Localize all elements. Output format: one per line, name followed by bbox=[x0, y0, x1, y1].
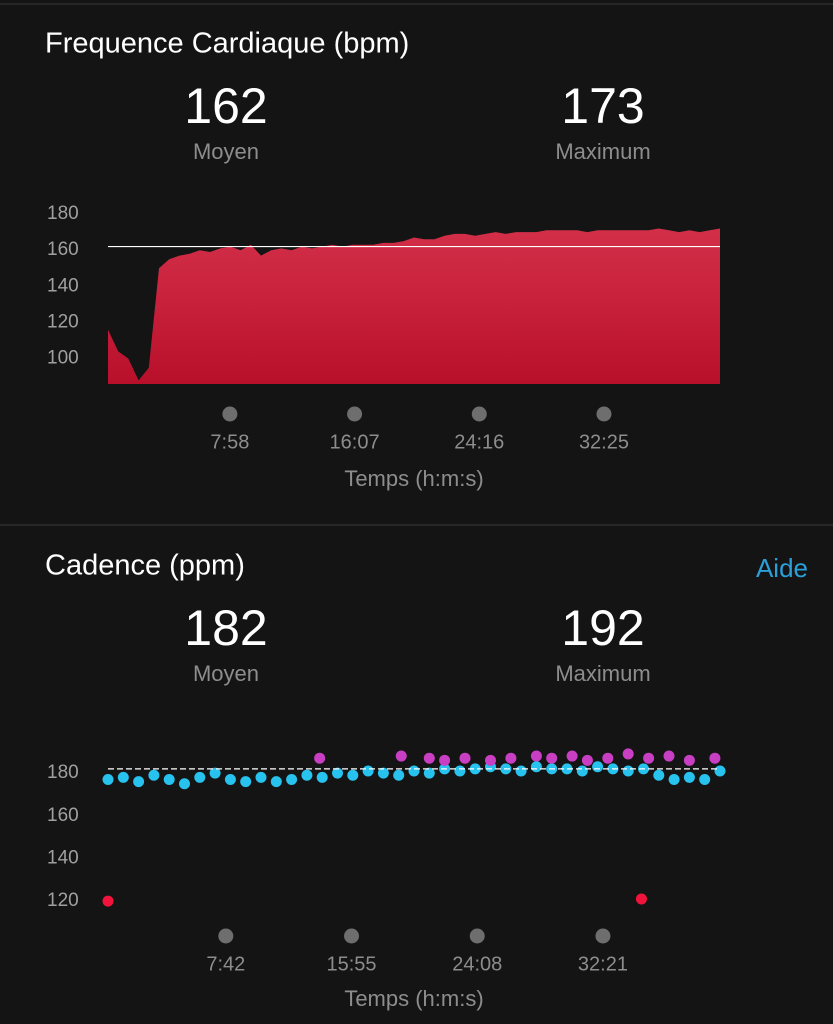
y-tick-label: 160 bbox=[47, 805, 79, 826]
cadence-point bbox=[592, 761, 604, 773]
cadence-point bbox=[635, 893, 647, 905]
x-axis-label: Temps (h:m:s) bbox=[344, 466, 483, 491]
cadence-point bbox=[439, 754, 451, 766]
x-tick-dot bbox=[218, 928, 234, 944]
cadence-point bbox=[714, 765, 726, 777]
x-axis-label: Temps (h:m:s) bbox=[344, 986, 483, 1011]
stat-label: Moyen bbox=[193, 661, 259, 686]
cadence-point bbox=[393, 769, 405, 781]
cadence-point bbox=[622, 765, 634, 777]
cadence-point bbox=[395, 750, 407, 762]
cadence-point bbox=[668, 774, 680, 786]
x-tick-dot bbox=[344, 928, 360, 944]
cadence-point bbox=[240, 776, 252, 788]
stat-value: 162 bbox=[184, 78, 267, 134]
x-tick-dot bbox=[222, 406, 238, 422]
y-tick-label: 140 bbox=[47, 275, 79, 296]
x-tick-dot bbox=[347, 406, 363, 422]
y-tick-label: 100 bbox=[47, 348, 79, 369]
cadence-point bbox=[102, 774, 114, 786]
cadence-point bbox=[314, 752, 326, 764]
cadence-point bbox=[485, 754, 496, 766]
cadence-point bbox=[663, 750, 675, 762]
cadence-point bbox=[709, 752, 721, 764]
stat-value: 192 bbox=[561, 600, 644, 656]
x-tick-label: 16:07 bbox=[330, 431, 380, 453]
cadence-point bbox=[683, 771, 695, 783]
cadence-point bbox=[362, 765, 374, 777]
y-tick-label: 160 bbox=[47, 239, 79, 260]
x-tick-dot bbox=[469, 928, 485, 944]
cadence-point bbox=[209, 767, 221, 779]
stat-label: Maximum bbox=[555, 661, 650, 686]
y-tick-label: 120 bbox=[47, 890, 79, 911]
y-tick-label: 180 bbox=[47, 203, 79, 224]
cadence-point bbox=[653, 769, 665, 781]
cadence-point bbox=[347, 769, 359, 781]
cadence-point bbox=[515, 765, 527, 777]
cadence-point bbox=[117, 771, 129, 783]
cadence-point bbox=[286, 774, 298, 786]
cadence-point bbox=[332, 767, 343, 779]
cadence-point bbox=[530, 761, 542, 773]
x-tick-label: 24:08 bbox=[452, 953, 502, 975]
cadence-point bbox=[423, 767, 435, 779]
x-tick-dot bbox=[596, 406, 612, 422]
x-tick-label: 24:16 bbox=[454, 431, 504, 453]
cadence-point bbox=[530, 750, 542, 762]
y-tick-label: 140 bbox=[47, 847, 79, 868]
cadence-point bbox=[194, 771, 206, 783]
cadence-point bbox=[546, 752, 558, 764]
cadence-point bbox=[459, 752, 471, 764]
help-link[interactable]: Aide bbox=[756, 553, 808, 583]
x-tick-dot bbox=[595, 928, 611, 944]
cadence-point bbox=[576, 765, 588, 777]
x-tick-label: 7:42 bbox=[206, 953, 245, 975]
cadence-point bbox=[566, 750, 578, 762]
x-tick-label: 7:58 bbox=[210, 431, 249, 453]
heart-rate-area bbox=[108, 228, 720, 384]
cadence-point bbox=[316, 771, 328, 783]
x-tick-label: 32:21 bbox=[578, 953, 628, 975]
cadence-point bbox=[505, 752, 517, 764]
cadence-point bbox=[179, 778, 190, 790]
x-tick-dot bbox=[471, 406, 487, 422]
y-tick-label: 120 bbox=[47, 312, 79, 333]
cadence-point bbox=[301, 769, 313, 781]
x-tick-label: 32:25 bbox=[579, 431, 629, 453]
stat-label: Maximum bbox=[555, 139, 650, 164]
cadence-point bbox=[270, 776, 282, 788]
stat-value: 173 bbox=[561, 78, 644, 134]
cadence-point bbox=[643, 752, 655, 764]
panel-title: Frequence Cardiaque (bpm) bbox=[45, 28, 409, 60]
cadence-point bbox=[255, 771, 267, 783]
cadence-point bbox=[622, 748, 634, 760]
cadence-point bbox=[469, 763, 481, 775]
y-tick-label: 180 bbox=[47, 762, 79, 783]
cadence-point bbox=[581, 754, 593, 766]
cadence-point bbox=[133, 776, 145, 788]
stat-value: 182 bbox=[184, 600, 267, 656]
cadence-point bbox=[423, 752, 435, 764]
x-tick-label: 15:55 bbox=[326, 953, 376, 975]
cadence-point bbox=[163, 774, 175, 786]
cadence-point bbox=[224, 774, 236, 786]
cadence-point bbox=[377, 767, 389, 779]
cadence-point bbox=[148, 769, 160, 781]
cadence-point bbox=[102, 895, 114, 907]
cadence-point bbox=[454, 765, 466, 777]
cadence-point bbox=[602, 752, 614, 764]
cadence-point bbox=[683, 754, 695, 766]
panel-title: Cadence (ppm) bbox=[45, 550, 245, 582]
cadence-point bbox=[408, 765, 420, 777]
cadence-point bbox=[699, 774, 711, 786]
stat-label: Moyen bbox=[193, 139, 259, 164]
